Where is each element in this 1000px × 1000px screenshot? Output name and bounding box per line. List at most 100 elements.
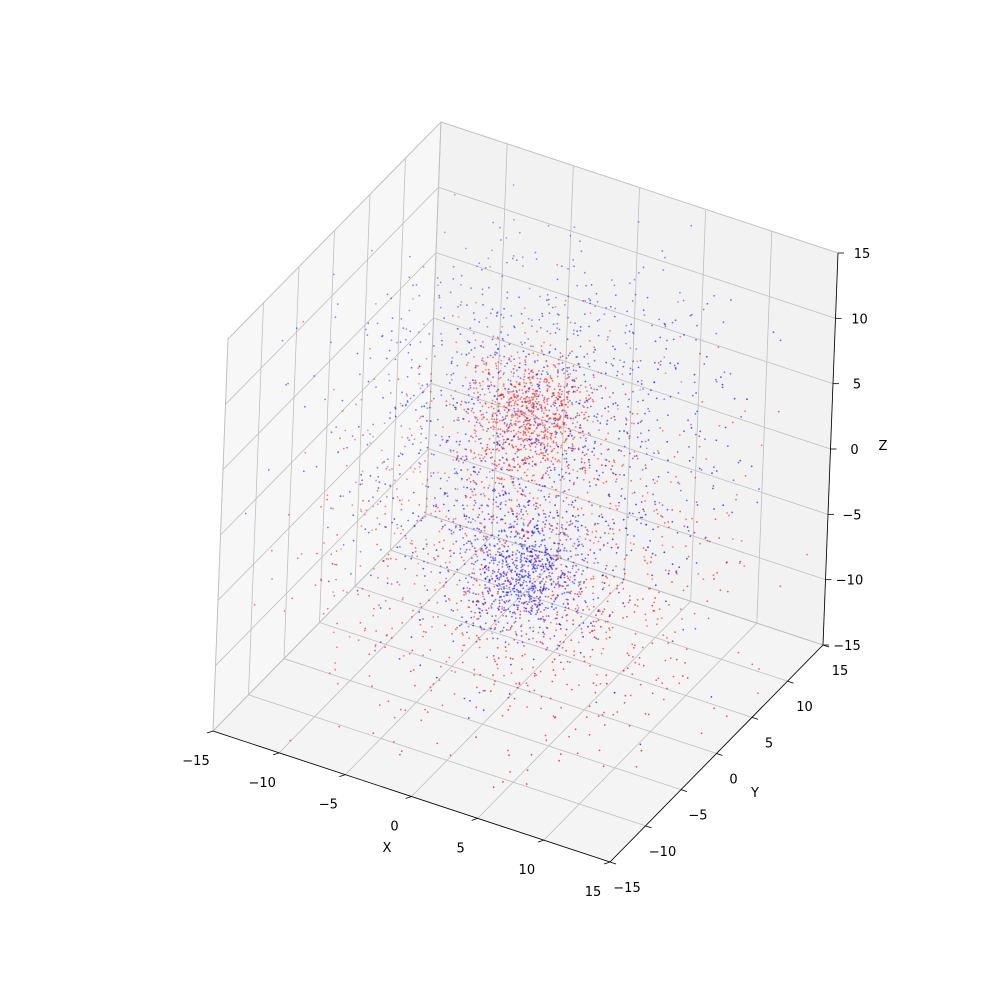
data-point (423, 405, 426, 408)
data-point (536, 575, 539, 578)
data-point (656, 623, 658, 626)
data-point (410, 434, 413, 437)
data-point (540, 410, 543, 412)
data-point (698, 467, 701, 470)
data-point (636, 457, 639, 460)
data-point (498, 578, 500, 581)
data-point (578, 583, 581, 586)
data-point (577, 554, 579, 556)
data-point (501, 518, 504, 521)
data-point (562, 500, 565, 503)
data-point (454, 389, 457, 392)
data-point (409, 397, 412, 400)
data-point (594, 348, 596, 351)
data-point (401, 622, 404, 624)
data-point (655, 508, 658, 511)
data-point (495, 365, 498, 367)
data-point (467, 581, 469, 584)
data-point (539, 326, 542, 329)
data-point (514, 566, 517, 569)
data-point (530, 587, 533, 590)
data-point (539, 461, 542, 463)
data-point (595, 292, 598, 295)
data-point (525, 581, 527, 583)
data-point (552, 554, 555, 557)
data-point (593, 447, 595, 450)
data-point (495, 623, 497, 626)
data-point (591, 624, 594, 627)
data-point (557, 577, 559, 580)
data-point (507, 511, 510, 514)
data-point (712, 487, 714, 490)
data-point (555, 296, 557, 299)
data-point (369, 474, 372, 477)
data-point (485, 361, 488, 364)
data-point (547, 595, 550, 598)
data-point (498, 463, 500, 466)
data-point (715, 378, 717, 381)
data-point (588, 467, 591, 469)
data-point (416, 519, 419, 522)
data-point (359, 550, 362, 553)
data-point (467, 408, 470, 411)
data-point (479, 608, 481, 610)
data-point (584, 411, 587, 414)
data-point (557, 495, 560, 497)
data-point (546, 293, 549, 296)
data-point (470, 349, 473, 351)
data-point (391, 627, 393, 630)
data-point (385, 557, 388, 560)
data-point (460, 274, 463, 277)
data-point (566, 398, 569, 401)
data-point (472, 466, 475, 469)
data-point (521, 570, 524, 573)
data-point (470, 610, 473, 613)
data-point (525, 530, 528, 533)
data-point (610, 468, 612, 471)
data-point (522, 378, 525, 381)
data-point (583, 660, 586, 663)
data-point (482, 303, 484, 306)
x-tick (273, 752, 280, 756)
data-point (514, 413, 517, 415)
data-point (521, 413, 524, 416)
data-point (369, 347, 371, 350)
data-point (339, 495, 342, 498)
data-point (618, 473, 621, 476)
data-point (636, 605, 639, 607)
data-point (537, 520, 539, 522)
data-point (579, 326, 582, 328)
data-point (529, 550, 532, 553)
data-point (449, 291, 452, 294)
data-point (636, 360, 639, 363)
data-point (524, 363, 527, 366)
data-point (607, 410, 610, 413)
data-point (474, 339, 477, 342)
data-point (397, 378, 400, 381)
data-point (426, 446, 429, 449)
data-point (541, 394, 544, 397)
data-point (447, 597, 450, 600)
data-point (501, 435, 504, 438)
data-point (696, 324, 698, 327)
data-point (467, 540, 470, 543)
data-point (386, 577, 389, 580)
data-point (528, 397, 530, 399)
data-point (481, 388, 484, 391)
data-point (436, 742, 439, 745)
data-point (532, 577, 535, 580)
data-point (533, 430, 536, 432)
data-point (518, 362, 521, 365)
data-point (556, 263, 559, 266)
data-point (470, 435, 472, 438)
data-point (569, 550, 572, 552)
data-point (420, 606, 423, 608)
data-point (498, 449, 500, 452)
data-point (721, 386, 724, 389)
data-point (543, 396, 546, 399)
data-point (426, 407, 429, 409)
data-point (502, 626, 505, 629)
data-point (492, 655, 495, 657)
data-point (561, 516, 564, 519)
data-point (596, 673, 598, 676)
